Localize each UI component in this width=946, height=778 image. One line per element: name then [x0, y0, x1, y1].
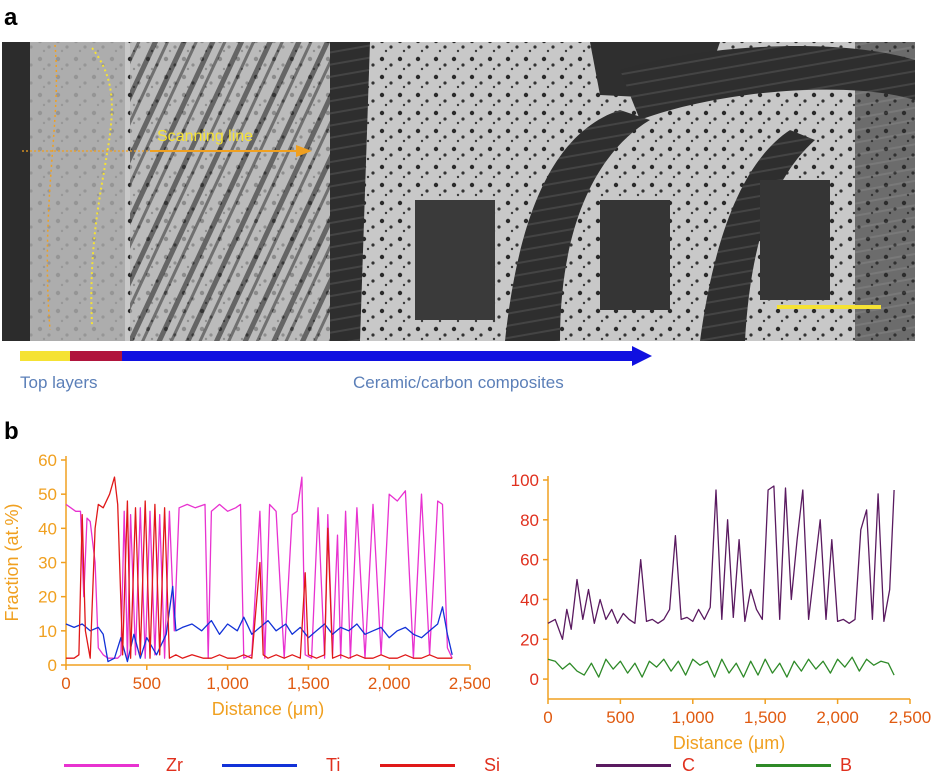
composite-arrow-head [632, 346, 652, 366]
x-tick-label: 2,500 [449, 674, 490, 693]
series-line-ti [65, 585, 453, 663]
x-tick-label: 1,000 [206, 674, 249, 693]
scale-bar [777, 305, 881, 309]
legend-label-zr: Zr [166, 755, 183, 775]
top-layers-label: Top layers [20, 373, 97, 392]
legend-label-b: B [840, 755, 853, 775]
x-tick-label: 500 [133, 674, 161, 693]
y-tick-label: 20 [38, 588, 57, 607]
x-tick-label: 1,500 [744, 708, 787, 727]
sem-micrograph: Scanning line Top layers Ceramic/carbon … [2, 42, 915, 392]
panel-a-label: a [4, 4, 18, 31]
series-line-si [66, 476, 453, 659]
legend-swatch-zr [64, 764, 139, 767]
legend-swatch-ti [222, 764, 297, 767]
y-axis-label: Fraction (at.%) [2, 503, 22, 621]
x-tick-label: 500 [606, 708, 634, 727]
x-axis-label: Distance (μm) [212, 699, 324, 719]
y-tick-label: 10 [38, 622, 57, 641]
legend-label-ti: Ti [326, 755, 341, 775]
chart-right: 0 500 1,000 1,500 2,000 2,500 0 20 40 60 80 100 Dist… [511, 471, 932, 753]
x-tick-label: 1,500 [287, 674, 330, 693]
y-tick-label: 0 [530, 670, 539, 689]
ceramic-composites-label: Ceramic/carbon composites [353, 373, 564, 392]
y-tick-label: 40 [520, 590, 539, 609]
composite-bar [122, 351, 637, 361]
y-tick-label: 50 [38, 485, 57, 504]
series-line-c [547, 485, 895, 640]
legend-label-si: Si [484, 755, 501, 775]
y-tick-label: 60 [520, 551, 539, 570]
x-axis-label: Distance (μm) [673, 733, 785, 753]
y-tick-label: 30 [38, 554, 57, 573]
x-tick-label: 0 [543, 708, 552, 727]
x-tick-label: 2,500 [889, 708, 932, 727]
y-tick-label: 60 [38, 451, 57, 470]
y-tick-label: 0 [48, 656, 57, 675]
legend-swatch-si [380, 764, 455, 767]
x-tick-label: 0 [61, 674, 70, 693]
y-tick-label: 20 [520, 630, 539, 649]
x-tick-label: 2,000 [816, 708, 859, 727]
legend-label-c: C [682, 755, 695, 775]
y-tick-label: 80 [520, 511, 539, 530]
x-tick-label: 2,000 [368, 674, 411, 693]
legend-swatch-b [756, 764, 831, 767]
y-tick-label: 100 [511, 471, 539, 490]
legend-swatch-c [596, 764, 671, 767]
series-line-zr [65, 476, 453, 659]
series-line-b [547, 656, 895, 678]
y-tick-label: 40 [38, 519, 57, 538]
top-layer-bar-yellow [20, 351, 70, 361]
chart-left: 0 500 1,000 1,500 2,000 2,500 0 10 20 30 40 50 60 Dis… [2, 451, 490, 719]
top-layer-bar-red [70, 351, 122, 361]
panel-b-label: b [4, 418, 19, 445]
scanning-line-label: Scanning line [157, 128, 253, 145]
x-tick-label: 1,000 [672, 708, 715, 727]
legend: Zr Ti Si C B [0, 752, 946, 778]
